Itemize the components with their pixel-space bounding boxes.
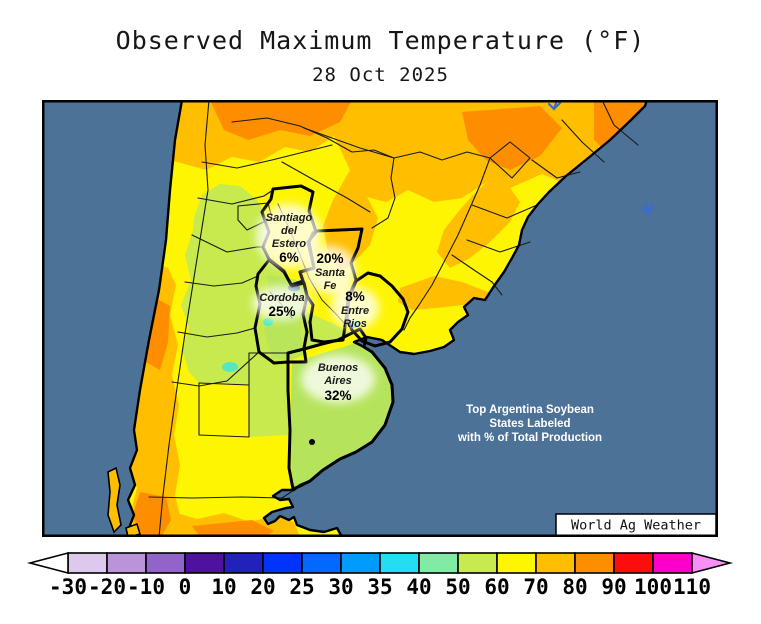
- scale-tick-20: 20: [250, 575, 275, 599]
- svg-text:States Labeled: States Labeled: [489, 418, 570, 430]
- svg-text:25%: 25%: [268, 304, 295, 319]
- scale-box-13: [574, 552, 615, 574]
- scale-tick-25: 25: [289, 575, 314, 599]
- scale-box-14: [613, 552, 654, 574]
- watermark-box: World Ag Weather: [555, 513, 717, 537]
- svg-text:with % of Total Production: with % of Total Production: [457, 432, 602, 444]
- bahia-blanca-inlet: [309, 439, 315, 445]
- svg-text:6%: 6%: [279, 250, 299, 265]
- scale-box-5: [262, 552, 303, 574]
- scale-box-4: [223, 552, 264, 574]
- scale-box-0: [67, 552, 108, 574]
- scale-tick-50: 50: [445, 575, 470, 599]
- scale-tick-70: 70: [523, 575, 548, 599]
- scale-tick--20: -20: [88, 575, 126, 599]
- scale-tick-35: 35: [367, 575, 392, 599]
- state-border-buenos-aires: [286, 327, 395, 491]
- scale-box-15: [652, 552, 693, 574]
- scale-tick-80: 80: [562, 575, 587, 599]
- svg-text:Cordoba: Cordoba: [259, 292, 304, 304]
- state-label-entre-rios: 8% Entre Rios: [341, 289, 369, 330]
- svg-text:Buenos: Buenos: [318, 362, 358, 374]
- scale-tick-100: 100: [634, 575, 672, 599]
- state-label-cordoba: Cordoba 25%: [259, 292, 304, 319]
- scale-tick-110: 110: [673, 575, 711, 599]
- scale-box-10: [457, 552, 498, 574]
- svg-text:Rios: Rios: [343, 318, 367, 330]
- scale-box-7: [340, 552, 381, 574]
- svg-text:8%: 8%: [345, 289, 365, 304]
- svg-text:Entre: Entre: [341, 305, 369, 317]
- state-label-santiago-del-estero: Santiago del Estero 6%: [266, 212, 313, 265]
- scale-boxes: [67, 552, 693, 574]
- color-scale-legend: -30 -20 -10 0 10 20 25 30 35 40 50 60 70 80 90 100 110: [26, 551, 734, 599]
- scale-tick-0: 0: [179, 575, 192, 599]
- scale-left-arrow: [26, 551, 69, 575]
- svg-text:Aires: Aires: [323, 375, 352, 387]
- scale-tick--30: -30: [49, 575, 87, 599]
- scale-tick-10: 10: [211, 575, 236, 599]
- state-label-santa-fe: 20% Santa Fe: [315, 251, 345, 292]
- scale-tick-60: 60: [484, 575, 509, 599]
- scale-tick-30: 30: [328, 575, 353, 599]
- map-frame: [42, 100, 718, 537]
- date-label: 28 Oct 2025: [312, 64, 449, 86]
- note-text: Top Argentina Soybean States Labeled wit…: [457, 404, 602, 444]
- scale-tick--10: -10: [127, 575, 165, 599]
- scale-ticks: -30 -20 -10 0 10 20 25 30 35 40 50 60 70 80 90 100 110: [49, 575, 711, 599]
- svg-text:20%: 20%: [316, 251, 343, 266]
- temperature-map: Santiago del Estero 6% 20% Santa Fe Cord…: [42, 100, 718, 537]
- scale-tick-40: 40: [406, 575, 431, 599]
- scale-box-8: [379, 552, 420, 574]
- svg-text:Santiago: Santiago: [266, 212, 313, 224]
- scale-right-arrow: [691, 551, 734, 575]
- scale-box-2: [145, 552, 186, 574]
- islands: [107, 466, 142, 537]
- scale-tick-90: 90: [601, 575, 626, 599]
- svg-text:del: del: [281, 225, 298, 237]
- scale-box-12: [535, 552, 576, 574]
- scale-box-9: [418, 552, 459, 574]
- scale-box-1: [106, 552, 147, 574]
- svg-text:Fe: Fe: [324, 280, 337, 292]
- state-label-buenos-aires: Buenos Aires 32%: [318, 362, 358, 403]
- scale-box-6: [301, 552, 342, 574]
- label-glows: [252, 204, 379, 403]
- watermark-label: World Ag Weather: [571, 518, 701, 534]
- scale-box-3: [184, 552, 225, 574]
- page-title: Observed Maximum Temperature (°F): [115, 26, 646, 55]
- svg-text:Top Argentina Soybean: Top Argentina Soybean: [466, 404, 594, 416]
- svg-text:Santa: Santa: [315, 267, 345, 279]
- scale-box-11: [496, 552, 537, 574]
- svg-text:Estero: Estero: [272, 238, 307, 250]
- state-labels: Santiago del Estero 6% 20% Santa Fe Cord…: [259, 212, 369, 403]
- svg-text:32%: 32%: [324, 388, 351, 403]
